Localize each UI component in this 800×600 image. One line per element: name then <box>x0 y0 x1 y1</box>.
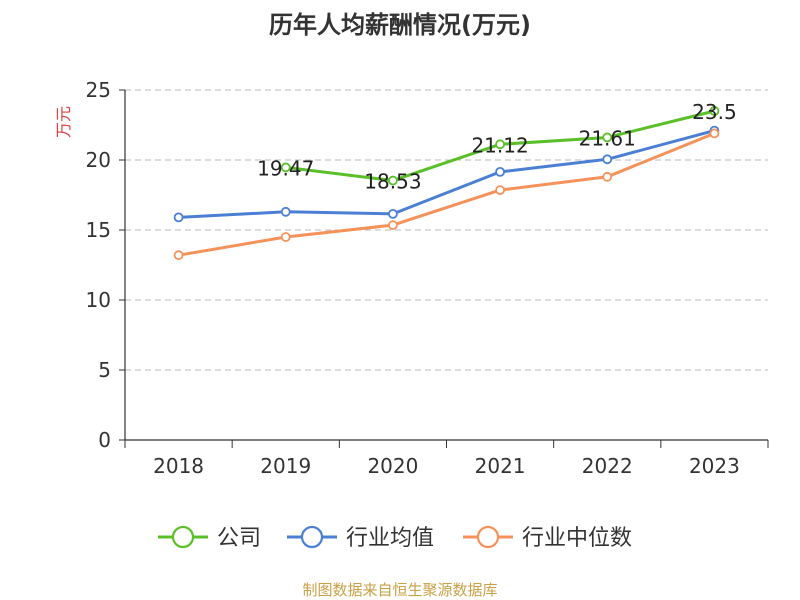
series-lines: 19.47 18.53 21.12 21.61 23.5 <box>173 100 737 261</box>
legend-item[interactable]: 行业均值 <box>287 525 434 551</box>
legend-label: 行业均值 <box>346 526 434 551</box>
grid-lines <box>125 89 768 371</box>
data-point[interactable] <box>709 128 720 139</box>
x-tick-label: 2021 <box>475 454 526 478</box>
y-tick-label: 5 <box>98 358 111 382</box>
legend-label: 行业中位数 <box>522 526 632 551</box>
x-tick-label: 2023 <box>689 454 740 478</box>
legend-marker <box>300 525 324 549</box>
data-point[interactable] <box>388 175 398 186</box>
x-tick-label: 2022 <box>582 454 633 478</box>
data-label: 18.53 <box>364 170 421 194</box>
data-source-note: 制图数据来自恒生聚源数据库 <box>302 581 497 599</box>
data-label: 23.5 <box>692 100 737 124</box>
data-point[interactable] <box>495 166 505 177</box>
data-point[interactable] <box>495 139 505 150</box>
data-point[interactable] <box>602 154 613 165</box>
data-point[interactable] <box>388 208 398 219</box>
data-label: 19.47 <box>257 156 314 180</box>
legend[interactable]: 公司 行业均值 行业中位数 <box>158 525 632 551</box>
y-tick-label: 0 <box>98 428 111 452</box>
y-tick-label: 10 <box>86 288 111 312</box>
data-point[interactable] <box>388 220 398 231</box>
x-tick-label: 2019 <box>260 454 311 478</box>
series-line <box>178 132 715 257</box>
x-tick-label: 2018 <box>153 454 204 478</box>
series-0 <box>280 106 720 186</box>
axes: 0 5 10 15 20 25 2018 2019 2020 2021 2022 2023 <box>86 78 769 478</box>
data-point[interactable] <box>280 206 291 217</box>
legend-item[interactable]: 行业中位数 <box>463 525 632 551</box>
data-point[interactable] <box>602 171 613 182</box>
data-label: 21.61 <box>579 126 636 150</box>
data-point[interactable] <box>280 232 291 242</box>
data-point[interactable] <box>495 185 505 196</box>
data-point[interactable] <box>280 162 291 173</box>
data-point[interactable] <box>709 106 720 116</box>
legend-item[interactable]: 公司 <box>158 525 261 551</box>
y-tick-label: 25 <box>86 78 111 102</box>
y-axis-label: 万元 <box>54 106 73 138</box>
data-point[interactable] <box>173 250 184 261</box>
x-tick-label: 2020 <box>367 454 418 478</box>
series-line <box>178 129 715 219</box>
legend-marker <box>171 525 195 549</box>
legend-marker <box>476 525 500 549</box>
y-tick-label: 20 <box>86 148 111 172</box>
data-point[interactable] <box>602 132 613 143</box>
data-labels: 19.47 18.53 21.12 21.61 23.5 <box>257 100 737 194</box>
data-point[interactable] <box>173 212 184 223</box>
legend-label: 公司 <box>217 526 261 551</box>
series-2 <box>173 128 720 261</box>
data-label: 21.12 <box>471 133 528 157</box>
chart-title: 历年人均薪酬情况(万元) <box>269 11 531 39</box>
y-tick-label: 15 <box>86 218 111 242</box>
